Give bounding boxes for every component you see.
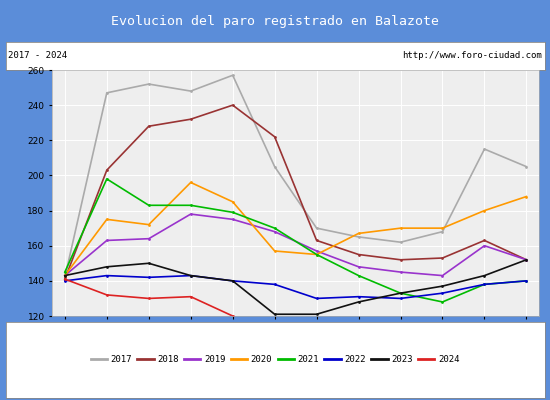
Legend: 2017, 2018, 2019, 2020, 2021, 2022, 2023, 2024: 2017, 2018, 2019, 2020, 2021, 2022, 2023… <box>87 352 463 368</box>
Text: Evolucion del paro registrado en Balazote: Evolucion del paro registrado en Balazot… <box>111 14 439 28</box>
Text: http://www.foro-ciudad.com: http://www.foro-ciudad.com <box>402 52 542 60</box>
Text: 2017 - 2024: 2017 - 2024 <box>8 52 67 60</box>
